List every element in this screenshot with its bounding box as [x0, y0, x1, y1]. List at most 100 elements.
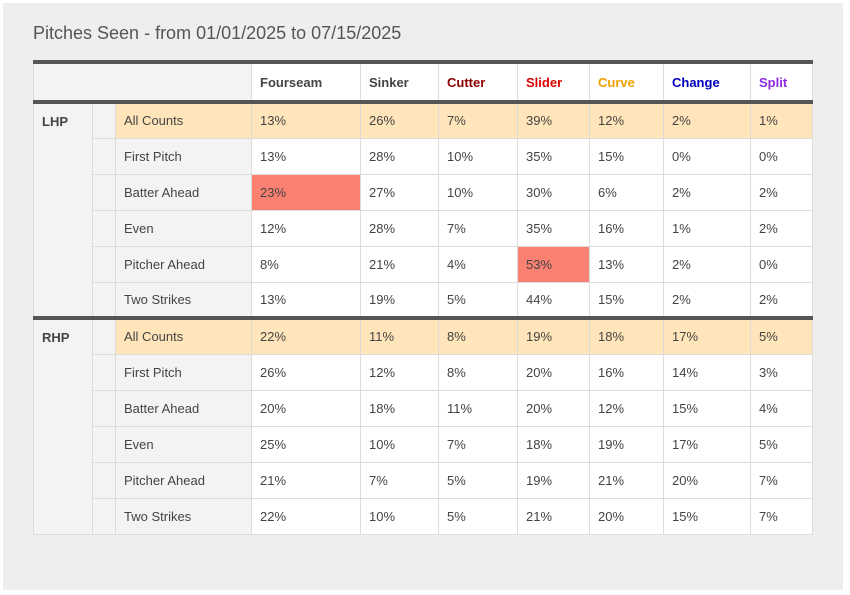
value-cell: 2% [750, 281, 813, 319]
value-cell: 26% [251, 353, 361, 391]
value-cell: 5% [438, 461, 518, 499]
value-cell: 21% [360, 245, 439, 283]
value-cell: 0% [750, 137, 813, 175]
value-cell: 6% [589, 173, 664, 211]
spacer-cell [92, 100, 116, 139]
value-cell: 15% [589, 281, 664, 319]
value-cell: 27% [360, 173, 439, 211]
value-cell: 35% [517, 209, 590, 247]
table-row: Even 25% 10% 7% 18% 19% 17% 5% [34, 425, 813, 463]
table-row: Two Strikes 13% 19% 5% 44% 15% 2% 2% [34, 281, 813, 319]
value-cell: 21% [589, 461, 664, 499]
value-cell: 14% [663, 353, 751, 391]
value-cell: 25% [251, 425, 361, 463]
value-cell: 7% [750, 497, 813, 535]
table: Fourseam Sinker Cutter Slider Curve Change Spl… [33, 60, 813, 535]
table-row: Pitcher Ahead 21% 7% 5% 19% 21% 20% 7% [34, 461, 813, 499]
value-cell: 10% [360, 425, 439, 463]
value-cell: 35% [517, 137, 590, 175]
value-cell: 7% [360, 461, 439, 499]
value-cell: 18% [517, 425, 590, 463]
group-label: LHP [33, 100, 93, 319]
table-row: First Pitch 13% 28% 10% 35% 15% 0% 0% [34, 137, 813, 175]
value-cell: 16% [589, 353, 664, 391]
table-row: Batter Ahead 20% 18% 11% 20% 12% 15% 4% [34, 389, 813, 427]
row-label: Even [115, 425, 252, 463]
value-cell: 13% [251, 281, 361, 319]
spacer-cell [92, 353, 116, 391]
value-cell: 19% [360, 281, 439, 319]
value-cell: 12% [589, 389, 664, 427]
value-cell: 20% [251, 389, 361, 427]
value-cell: 22% [251, 316, 361, 355]
value-cell: 0% [750, 245, 813, 283]
value-cell: 7% [438, 100, 518, 139]
spacer-cell [92, 316, 116, 355]
value-cell: 8% [438, 353, 518, 391]
panel: Pitches Seen - from 01/01/2025 to 07/15/… [3, 3, 843, 590]
value-cell: 15% [663, 389, 751, 427]
value-cell: 20% [663, 461, 751, 499]
value-cell: 4% [438, 245, 518, 283]
value-cell: 17% [663, 316, 751, 355]
table-row: Two Strikes 22% 10% 5% 21% 20% 15% 7% [34, 497, 813, 535]
value-cell: 2% [663, 281, 751, 319]
value-cell: 13% [589, 245, 664, 283]
row-label: First Pitch [115, 353, 252, 391]
row-label: Batter Ahead [115, 389, 252, 427]
value-cell: 11% [438, 389, 518, 427]
value-cell: 10% [438, 137, 518, 175]
value-cell: 39% [517, 100, 590, 139]
value-cell: 23% [251, 173, 361, 211]
value-cell: 12% [251, 209, 361, 247]
value-cell: 7% [438, 425, 518, 463]
table-body: LHP All Counts 13% 26% 7% 39% 12% 2% 1% First Pit… [33, 100, 813, 535]
value-cell: 20% [589, 497, 664, 535]
value-cell: 5% [438, 497, 518, 535]
value-cell: 2% [663, 100, 751, 139]
group-label: RHP [33, 316, 93, 535]
value-cell: 12% [360, 353, 439, 391]
table-row: LHP All Counts 13% 26% 7% 39% 12% 2% 1% [33, 100, 813, 319]
value-cell: 20% [517, 353, 590, 391]
corner [33, 60, 252, 104]
table-row: First Pitch 26% 12% 8% 20% 16% 14% 3% [34, 353, 813, 391]
row-label: Batter Ahead [115, 173, 252, 211]
table-header: Fourseam Sinker Cutter Slider Curve Change Spl… [33, 60, 813, 104]
value-cell: 5% [750, 316, 813, 355]
value-cell: 2% [750, 209, 813, 247]
row-label: All Counts [115, 100, 252, 139]
spacer-cell [92, 209, 116, 247]
value-cell: 10% [360, 497, 439, 535]
value-cell: 8% [251, 245, 361, 283]
spacer-cell [92, 173, 116, 211]
value-cell: 18% [360, 389, 439, 427]
value-cell: 18% [589, 316, 664, 355]
value-cell: 21% [251, 461, 361, 499]
value-cell: 12% [589, 100, 664, 139]
table-row: Batter Ahead 23% 27% 10% 30% 6% 2% 2% [34, 173, 813, 211]
value-cell: 2% [663, 173, 751, 211]
value-cell: 10% [438, 173, 518, 211]
value-cell: 11% [360, 316, 439, 355]
value-cell: 3% [750, 353, 813, 391]
spacer-cell [92, 425, 116, 463]
value-cell: 19% [589, 425, 664, 463]
column-header: Change [663, 60, 751, 104]
spacer-cell [92, 137, 116, 175]
value-cell: 5% [438, 281, 518, 319]
value-cell: 7% [750, 461, 813, 499]
column-header: Fourseam [251, 60, 361, 104]
value-cell: 13% [251, 100, 361, 139]
row-label: Two Strikes [115, 281, 252, 319]
value-cell: 19% [517, 316, 590, 355]
value-cell: 16% [589, 209, 664, 247]
value-cell: 20% [517, 389, 590, 427]
spacer-cell [92, 281, 116, 319]
value-cell: 0% [663, 137, 751, 175]
value-cell: 17% [663, 425, 751, 463]
value-cell: 28% [360, 209, 439, 247]
column-header: Curve [589, 60, 664, 104]
spacer-cell [92, 389, 116, 427]
